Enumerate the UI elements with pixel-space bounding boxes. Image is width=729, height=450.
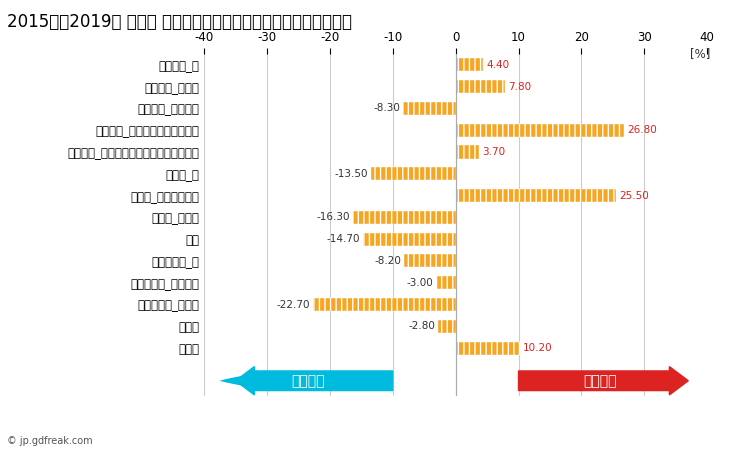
Text: 低リスク: 低リスク — [291, 374, 324, 388]
Text: -8.30: -8.30 — [373, 104, 400, 113]
Text: 7.80: 7.80 — [508, 82, 531, 92]
Text: -14.70: -14.70 — [327, 234, 360, 244]
Bar — [313, 298, 456, 311]
FancyArrow shape — [235, 367, 393, 395]
Bar — [363, 233, 456, 246]
Bar — [371, 167, 456, 180]
Bar — [353, 211, 456, 224]
Text: -16.30: -16.30 — [316, 212, 350, 222]
Text: 25.50: 25.50 — [619, 191, 649, 201]
Bar — [456, 58, 483, 72]
Bar — [403, 102, 456, 115]
Text: -8.20: -8.20 — [374, 256, 401, 266]
Bar — [456, 342, 520, 355]
Text: 26.80: 26.80 — [627, 125, 657, 135]
Text: -3.00: -3.00 — [407, 278, 434, 288]
Text: 2015年〜2019年 伊丹市 男性の全国と比べた死因別死亡リスク格差: 2015年〜2019年 伊丹市 男性の全国と比べた死因別死亡リスク格差 — [7, 14, 352, 32]
Bar — [404, 254, 456, 267]
Bar — [456, 145, 479, 158]
Bar — [456, 189, 616, 202]
Text: [%]: [%] — [690, 47, 711, 60]
Text: 3.70: 3.70 — [482, 147, 505, 157]
Text: © jp.gdfreak.com: © jp.gdfreak.com — [7, 436, 93, 446]
Bar — [456, 80, 504, 93]
Bar — [437, 276, 456, 289]
Bar — [438, 320, 456, 333]
Text: -22.70: -22.70 — [276, 300, 310, 310]
Text: -2.80: -2.80 — [408, 321, 435, 331]
Text: 4.40: 4.40 — [486, 60, 510, 70]
Bar — [456, 124, 624, 137]
Text: 10.20: 10.20 — [523, 343, 553, 353]
FancyArrow shape — [518, 367, 688, 395]
Text: 高リスク: 高リスク — [583, 374, 617, 388]
Text: -13.50: -13.50 — [334, 169, 367, 179]
